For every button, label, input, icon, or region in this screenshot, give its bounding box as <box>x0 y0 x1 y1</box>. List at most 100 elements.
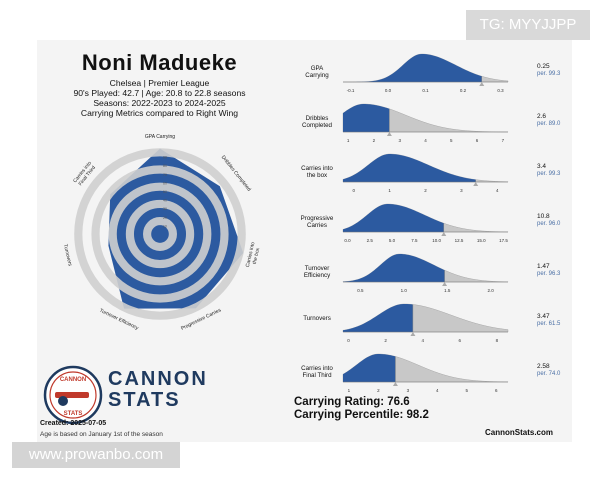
radar-ring <box>74 148 246 320</box>
density-metric-label: Turnover Efficiency <box>304 265 331 279</box>
radar-ring-label: 10 <box>163 224 167 228</box>
player-value-label: 3.4 <box>537 163 546 170</box>
player-name: Noni Madueke <box>81 50 238 75</box>
watermark-badge-bottom: www.prowanbo.com <box>12 442 180 468</box>
density-metric-label: Dribbles Completed <box>302 115 332 129</box>
density-tick-label: 6 <box>459 338 462 343</box>
density-tick-label: 4 <box>496 188 499 193</box>
density-tick-label: 2 <box>373 138 376 143</box>
player-value-label: 1.47 <box>537 263 550 270</box>
radar-ring <box>125 199 195 269</box>
radar-ring-label: 80 <box>163 164 167 168</box>
player-marker <box>441 232 447 236</box>
density-tick-label: 2.5 <box>367 238 374 243</box>
density-tick-label: 1 <box>388 188 391 193</box>
density-tick-label: 12.5 <box>455 238 464 243</box>
density-tick-label: 0.0 <box>385 88 392 93</box>
radar-axis-label: Turnovers <box>62 244 73 268</box>
density-tick-label: 5 <box>450 138 453 143</box>
radar-ring-label: 60 <box>163 181 167 185</box>
density-panel: 0.0 2.5 5.0 7.5 10.0 12.5 15.0 17.5 Progressive C… <box>301 203 561 243</box>
density-metric-label: Carries into the box <box>301 165 333 179</box>
carrying-rating: Carrying Rating: 76.6 <box>294 396 410 408</box>
percentile-label: per. 74.0 <box>537 371 561 377</box>
seasons: Seasons: 2022-2023 to 2024-2025 <box>93 98 226 108</box>
density-tick-label: 7 <box>502 138 505 143</box>
density-curve-below-player <box>343 104 390 132</box>
percentile-label: per. 89.0 <box>537 121 561 127</box>
density-tick-label: 15.0 <box>477 238 486 243</box>
radar-ring <box>91 165 229 303</box>
percentile-label: per. 96.3 <box>537 271 561 277</box>
wheel-icon <box>58 396 68 406</box>
density-tick-label: -0.1 <box>347 88 355 93</box>
density-tick-label: 3 <box>407 388 410 393</box>
density-tick-label: 2.0 <box>487 288 494 293</box>
played-age: 90's Played: 42.7 | Age: 20.8 to 22.8 se… <box>73 88 246 98</box>
svg-text:STATS: STATS <box>64 411 83 417</box>
density-metric-label: Turnovers <box>303 315 331 322</box>
density-tick-label: 1.0 <box>401 288 408 293</box>
radar-ring-label: 40 <box>163 199 167 203</box>
density-tick-label: 0.2 <box>460 88 467 93</box>
player-marker <box>392 382 398 386</box>
density-tick-label: 17.5 <box>499 238 508 243</box>
player-marker <box>473 182 479 186</box>
player-marker <box>410 332 416 336</box>
comparison-note: Carrying Metrics compared to Right Wing <box>80 108 239 118</box>
density-tick-label: 0.3 <box>497 88 504 93</box>
density-tick-label: 3 <box>460 188 463 193</box>
density-metric-label: GPA Carrying <box>305 65 329 79</box>
cannon-stats-logo: CANNON STATS <box>43 365 103 425</box>
radar-axis-label: Carries intothe box <box>245 241 262 269</box>
density-tick-label: 4 <box>424 138 427 143</box>
website-url: CannonStats.com <box>485 428 554 437</box>
density-curve-below-player <box>343 354 396 382</box>
density-tick-label: 5 <box>465 388 468 393</box>
percentile-label: per. 61.5 <box>537 321 561 327</box>
density-tick-label: 10.0 <box>432 238 441 243</box>
age-note: Age is based on January 1st of the seaso… <box>40 431 163 438</box>
player-marker <box>386 132 392 136</box>
radar-ring-label: 50 <box>163 190 167 194</box>
density-curve-below-player <box>343 154 476 182</box>
density-tick-label: 0 <box>347 338 350 343</box>
density-tick-label: 6 <box>476 138 479 143</box>
density-tick-label: 8 <box>496 338 499 343</box>
density-tick-label: 1 <box>347 138 350 143</box>
density-curve-below-player <box>343 254 445 282</box>
density-tick-label: 2 <box>377 388 380 393</box>
player-value-label: 2.6 <box>537 113 546 120</box>
radar-axis-label: GPA Carrying <box>145 134 175 140</box>
player-marker <box>442 282 448 286</box>
density-tick-label: 5.0 <box>389 238 396 243</box>
density-curve-below-player <box>343 204 444 232</box>
density-tick-label: 0.5 <box>357 288 364 293</box>
brand-name-line2: STATS <box>108 389 181 411</box>
density-tick-label: 3 <box>398 138 401 143</box>
radar-ring <box>108 182 212 286</box>
density-tick-label: 2 <box>424 188 427 193</box>
player-value-label: 2.58 <box>537 363 550 370</box>
density-tick-label: 0.1 <box>422 88 429 93</box>
density-tick-label: 7.5 <box>411 238 418 243</box>
brand-name-line1: CANNON <box>108 368 208 390</box>
radar-ring-label: 90 <box>163 156 167 160</box>
radar-ring <box>143 217 177 251</box>
player-value-label: 0.25 <box>537 63 550 70</box>
player-marker <box>479 82 485 86</box>
density-curve-below-player <box>343 54 482 82</box>
carrying-percentile: Carrying Percentile: 98.2 <box>294 409 429 421</box>
density-metric-label: Carries into Final Third <box>301 365 333 379</box>
player-value-label: 10.8 <box>537 213 550 220</box>
radar-ring-label: 70 <box>163 173 167 177</box>
percentile-label: per. 96.0 <box>537 221 561 227</box>
density-tick-label: 6 <box>495 388 498 393</box>
